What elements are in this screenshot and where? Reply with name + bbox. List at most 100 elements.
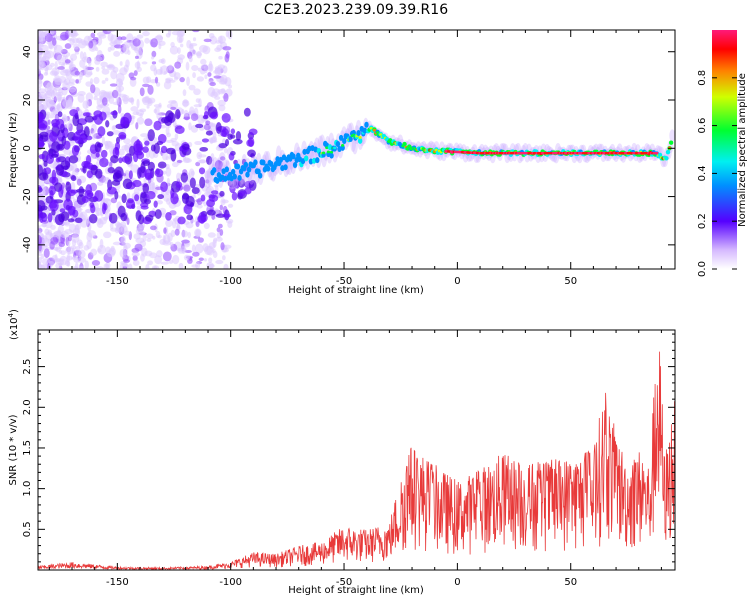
- spectrogram-noise-blob: [97, 248, 102, 253]
- spectrogram-ridge-cell: [265, 165, 271, 172]
- spectrogram-noise-blob: [77, 93, 85, 103]
- spectrogram-noise-blob: [232, 138, 243, 145]
- spectrogram-noise-blob: [136, 34, 144, 39]
- spectrogram-noise-blob: [165, 219, 173, 228]
- spectrogram-noise-blob: [172, 254, 180, 265]
- spectrogram-noise-blob: [115, 96, 120, 105]
- spectrogram-noise-blob: [99, 157, 109, 168]
- spectrogram-noise-blob: [219, 228, 224, 236]
- spectrogram-noise-blob: [97, 50, 103, 57]
- spectrogram-ridge-cell: [657, 152, 663, 158]
- snr-frame: [37, 329, 676, 571]
- spectrogram-noise-blob: [247, 137, 255, 148]
- spectrogram-noise-blob: [57, 111, 63, 118]
- spectrogram-noise-blob: [198, 154, 207, 158]
- spectrogram-noise-blob: [53, 77, 61, 83]
- spectrogram-noise-blob: [95, 168, 103, 179]
- spectrogram-noise-blob: [55, 262, 62, 269]
- spectrogram-noise-blob: [190, 113, 199, 121]
- spectrogram-noise-blob: [188, 84, 196, 91]
- spectrogram-halo: [215, 157, 222, 177]
- spectrogram-noise-blob: [65, 123, 71, 128]
- spectrogram-noise-blob: [57, 97, 66, 101]
- spectrogram-noise-blob: [41, 56, 50, 62]
- spectrogram-noise-blob: [95, 152, 100, 158]
- colorbar-tick-label: 0.4: [697, 165, 708, 181]
- spectrogram-noise-blob: [224, 53, 230, 63]
- spectrogram-noise-blob: [41, 212, 48, 223]
- spectrogram-noise-blob: [126, 217, 130, 226]
- spectrogram-noise-blob: [117, 205, 126, 218]
- spectrogram-noise-blob: [205, 179, 210, 184]
- spectrogram-noise-blob: [181, 143, 190, 150]
- spectrogram-noise-blob: [77, 257, 87, 264]
- spectrogram-noise-blob: [75, 245, 81, 251]
- spectrogram-noise-blob: [214, 96, 221, 100]
- spectrogram-noise-blob: [189, 202, 195, 208]
- spectrogram-noise-blob: [203, 123, 211, 131]
- spectrogram-ridge-cell: [211, 167, 217, 174]
- spectrogram-noise-blob: [174, 133, 179, 140]
- spectrogram-noise-blob: [50, 236, 59, 245]
- spectrogram-noise-blob: [203, 111, 209, 119]
- spectrogram-noise-blob: [195, 98, 201, 103]
- spectrogram-noise-blob: [159, 66, 163, 75]
- spectrogram-noise-blob: [45, 64, 53, 71]
- spectrogram-ridge-cell: [364, 121, 369, 128]
- spectrogram-noise-blob: [119, 61, 123, 66]
- spectrogram-noise-blob: [135, 122, 139, 130]
- spectrogram-noise-blob: [63, 198, 73, 211]
- spectrogram-noise-blob: [67, 38, 72, 42]
- spectrogram-noise-blob: [157, 133, 167, 144]
- spectrogram-ridge-cell: [665, 149, 671, 155]
- spectrogram-noise-blob: [118, 81, 124, 86]
- spectrogram-noise-blob: [133, 187, 140, 197]
- spectrogram-noise-blob: [136, 98, 140, 109]
- spectrogram-ridge-peak: [375, 131, 380, 134]
- spectrogram-noise-blob: [191, 30, 200, 33]
- spectrogram-noise-blob: [113, 44, 123, 49]
- spectrogram-noise-blob: [176, 34, 184, 44]
- spectrogram-noise-blob: [64, 43, 72, 49]
- spectrogram-noise-blob: [228, 152, 235, 161]
- spectrogram-image: [38, 30, 675, 269]
- x-tick-label: 0: [454, 276, 460, 287]
- spectrogram-noise-blob: [211, 190, 219, 195]
- spectrogram-noise-blob: [123, 138, 132, 144]
- spectrogram-noise-blob: [179, 77, 185, 83]
- spectrogram-noise-blob: [132, 38, 141, 47]
- spectrogram-noise-blob: [192, 251, 200, 257]
- spectrogram-noise-blob: [86, 239, 92, 250]
- spectrogram-noise-blob: [43, 248, 50, 259]
- spectrogram-noise-blob: [84, 260, 89, 269]
- spectrogram-noise-blob: [198, 167, 206, 175]
- spectrogram-noise-blob: [187, 231, 192, 239]
- spectrogram-noise-blob: [194, 140, 203, 146]
- spectrogram-noise-blob: [147, 129, 155, 142]
- spectrogram-noise-blob: [135, 200, 141, 205]
- spectrogram-noise-blob: [231, 191, 238, 201]
- spectrogram-noise-blob: [168, 259, 174, 264]
- spectrogram-noise-blob: [79, 59, 86, 68]
- spectrogram-ridge-cell: [269, 161, 274, 168]
- spectrogram-noise-blob: [207, 232, 216, 238]
- x-tick-label: -100: [219, 276, 242, 287]
- spectrogram-noise-blob: [142, 83, 150, 88]
- spectrogram-noise-blob: [137, 230, 146, 236]
- spectrogram-noise-blob: [70, 175, 77, 182]
- spectrogram-noise-blob: [221, 112, 231, 123]
- spectrogram-noise-blob: [200, 70, 206, 75]
- spectrogram-noise-blob: [64, 59, 71, 64]
- spectrogram-noise-blob: [94, 266, 104, 269]
- spectrogram-noise-blob: [134, 55, 139, 60]
- spectrogram-noise-blob: [169, 45, 179, 55]
- spectrogram-noise-blob: [38, 140, 45, 148]
- spectrogram-ridge-cell: [237, 174, 242, 181]
- spectrogram-noise-blob: [140, 133, 149, 138]
- spectrogram-ridge-peak: [333, 146, 337, 150]
- spectrogram-noise-blob: [49, 176, 57, 184]
- spectrogram-noise-blob: [118, 157, 123, 164]
- spectrogram-noise-blob: [147, 260, 154, 266]
- spectrogram-noise-blob: [154, 76, 159, 84]
- spectrogram-noise-blob: [56, 203, 65, 210]
